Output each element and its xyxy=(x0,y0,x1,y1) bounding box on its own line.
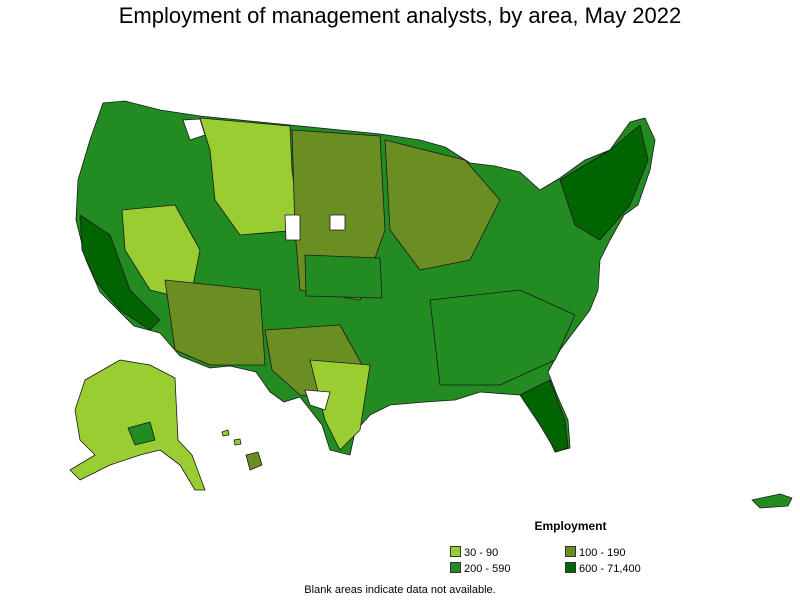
no-data-area-idaho xyxy=(182,118,206,141)
no-data-area-colorado xyxy=(284,214,301,241)
puerto-rico-map xyxy=(751,493,793,509)
legend-item-600-71400: 600 - 71,400 xyxy=(565,562,641,576)
no-data-area-nebraska xyxy=(329,214,346,231)
map-title: Employment of management analysts, by ar… xyxy=(118,3,682,28)
legend-title: Employment xyxy=(534,519,607,533)
region-arizona-newmexico xyxy=(164,279,266,366)
region-florida xyxy=(519,379,569,453)
footnote: Blank areas indicate data not available. xyxy=(304,584,496,596)
no-data-area-texas xyxy=(304,389,331,411)
region-northeast xyxy=(559,124,649,241)
legend-swatch xyxy=(565,546,576,557)
hawaii-island-1 xyxy=(221,429,230,437)
legend-label: 600 - 71,400 xyxy=(579,563,641,575)
hawaii-island-2 xyxy=(233,438,242,446)
alaska-anchorage-area xyxy=(127,421,156,446)
region-south-texas xyxy=(309,359,371,451)
legend-swatch xyxy=(565,562,576,573)
region-midwest xyxy=(384,139,501,271)
legend-swatch xyxy=(450,546,461,557)
legend-swatch xyxy=(450,562,461,573)
hawaii-island-3 xyxy=(245,451,263,471)
legend-item-100-190: 100 - 190 xyxy=(565,546,625,560)
legend-label: 30 - 90 xyxy=(464,547,499,559)
map-legend: Employment 30 - 90 100 - 190 200 - 590 6… xyxy=(448,519,698,579)
region-montana-wyoming xyxy=(199,117,301,236)
region-kansas xyxy=(304,254,383,299)
region-california-coast xyxy=(79,214,161,331)
region-southeast xyxy=(429,289,576,386)
legend-label: 100 - 190 xyxy=(579,547,626,559)
legend-item-30-90: 30 - 90 xyxy=(450,546,498,560)
legend-label: 200 - 590 xyxy=(464,563,511,575)
legend-item-200-590: 200 - 590 xyxy=(450,562,510,576)
